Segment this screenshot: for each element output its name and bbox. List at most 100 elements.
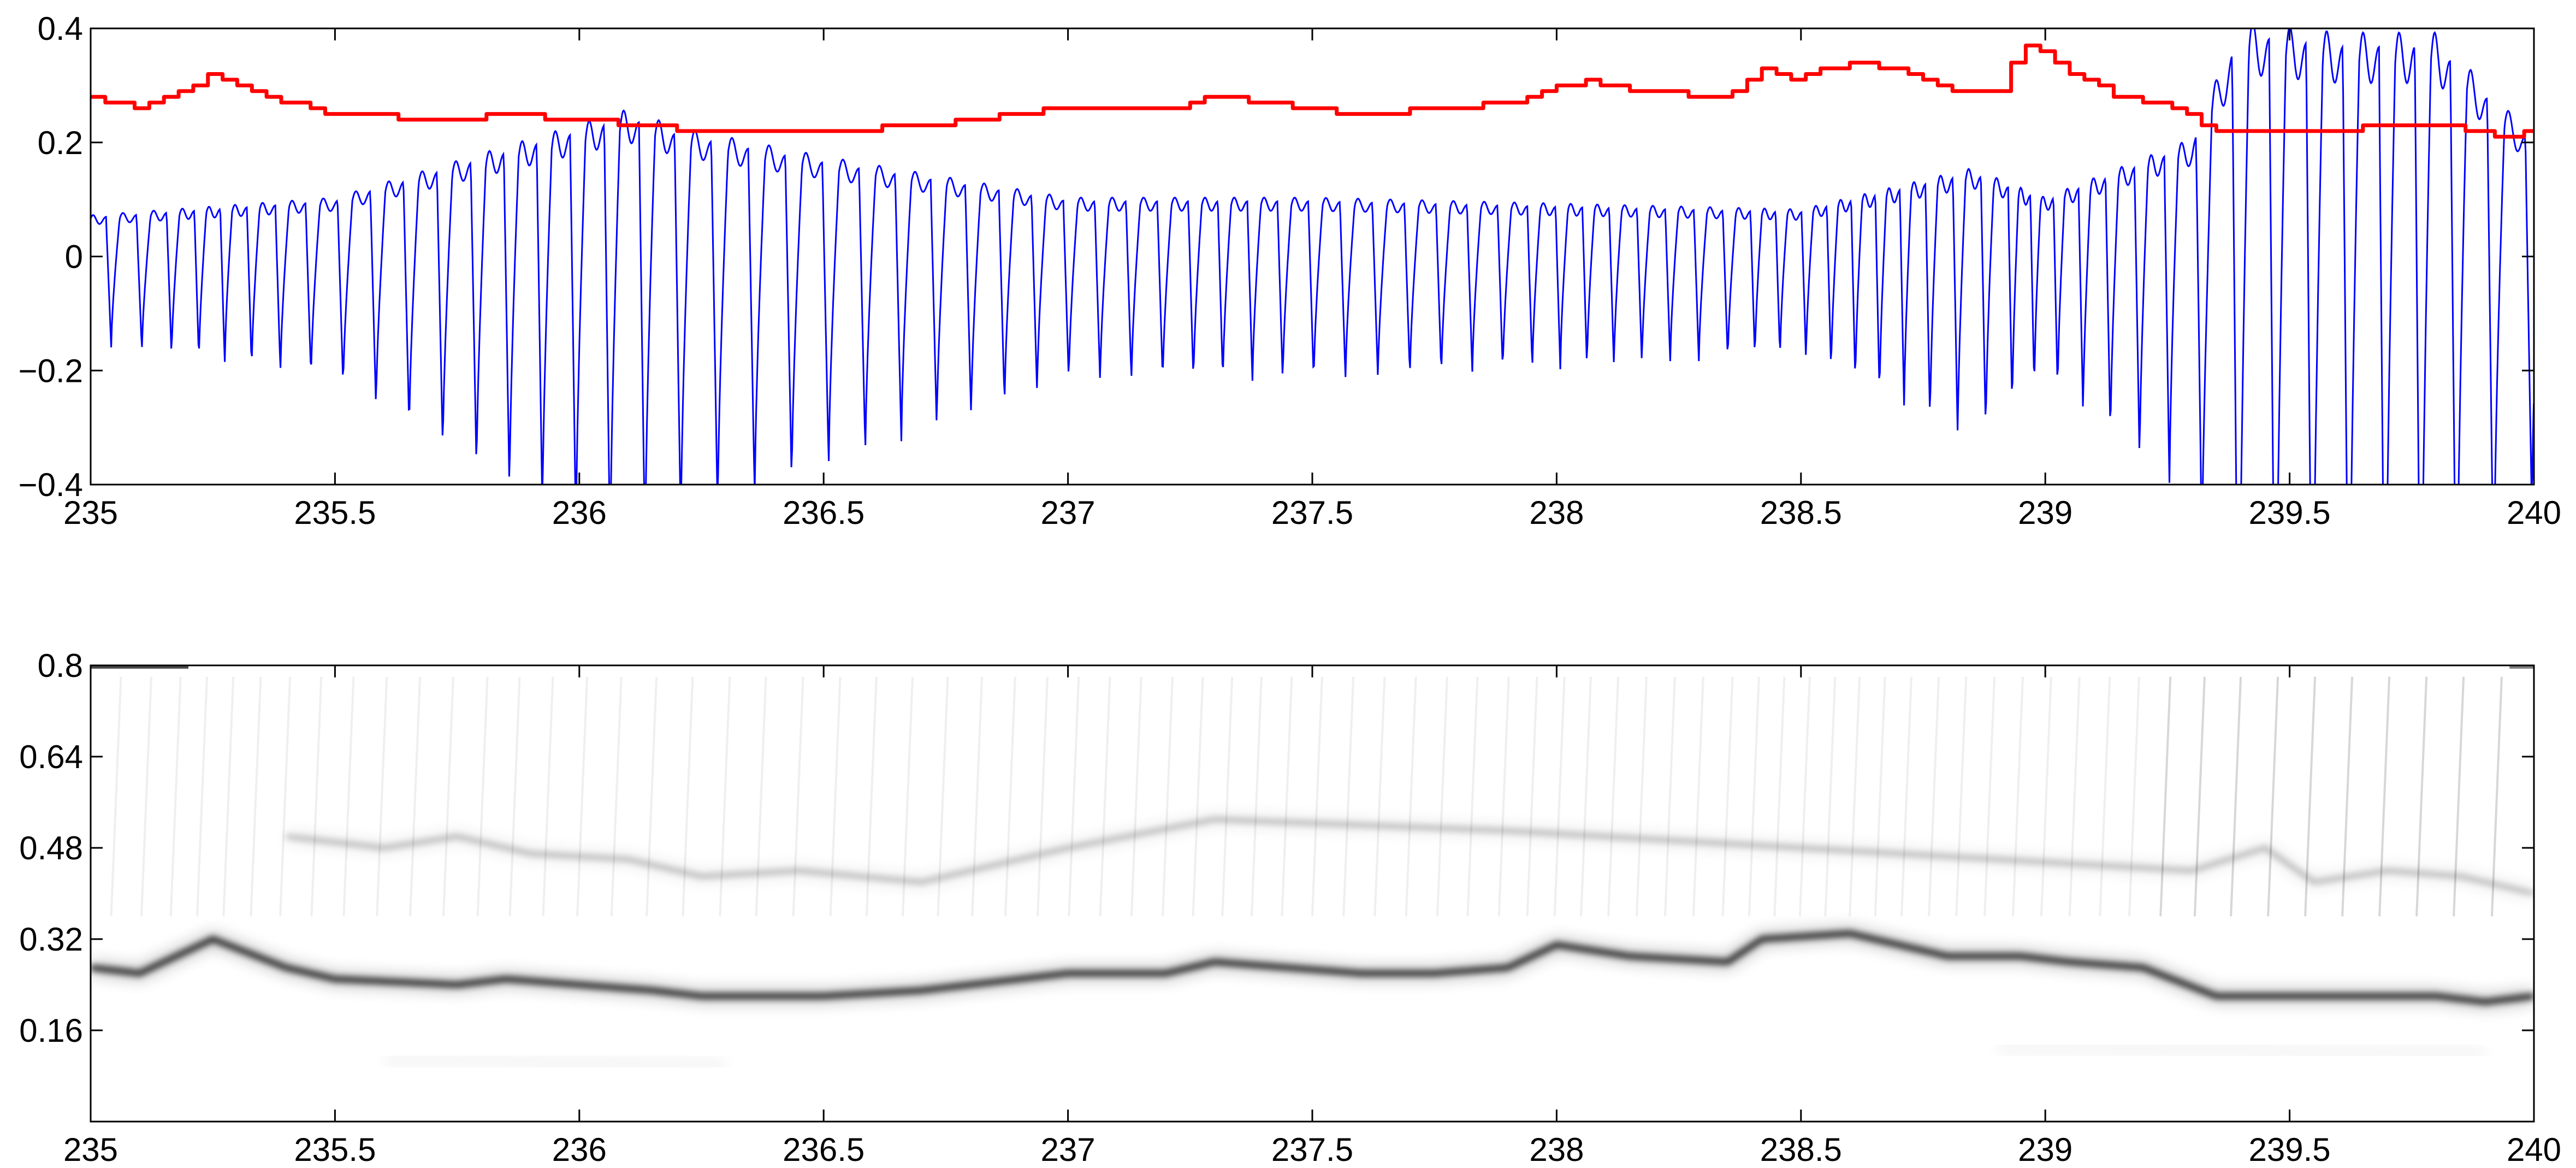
y-tick-label: 0.2	[38, 125, 83, 161]
y-tick-label: 0.8	[38, 647, 83, 684]
red-stepped-line	[91, 43, 2534, 139]
y-tick-label: 0.16	[19, 1012, 83, 1049]
pulse-streak	[1663, 676, 1676, 917]
x-tick-label: 240	[2507, 494, 2561, 531]
pulse-streak	[222, 676, 235, 917]
y-tick-label: 0.64	[19, 739, 83, 775]
pulse-streak	[610, 676, 623, 917]
pulse-streak	[1099, 676, 1111, 917]
pulse-streak	[1250, 676, 1263, 917]
pulse-streak	[1928, 676, 1940, 917]
y-tick-label: −0.2	[19, 352, 83, 389]
pulse-streak	[1955, 676, 1968, 917]
pulse-streak	[2128, 676, 2141, 917]
pulse-streak	[2230, 676, 2242, 917]
x-tick-label: 239.5	[2249, 494, 2331, 531]
blue-waveform-series	[91, 28, 2534, 485]
x-tick-label: 238.5	[1760, 1131, 1842, 1168]
pulse-streak	[1281, 676, 1293, 917]
x-tick-label: 239.5	[2249, 1131, 2331, 1168]
pulse-streak	[310, 676, 323, 917]
x-tick-label: 235	[63, 1131, 118, 1168]
pulse-streak	[1037, 676, 1049, 917]
blue-waveform-line	[91, 28, 2534, 485]
top-axis-ticks: 235 235.5 236 236.5 237 237.5 238 238.5 239 239.5…	[19, 10, 2562, 531]
x-tick-label: 236.5	[783, 494, 864, 531]
ridge-line	[286, 817, 2534, 895]
pulse-streak	[1373, 676, 1386, 917]
x-tick-label: 236	[552, 494, 607, 531]
y-tick-label: −0.4	[19, 467, 83, 503]
x-tick-label: 239	[2018, 1131, 2072, 1168]
pulse-streak	[1526, 676, 1538, 917]
pulse-streak	[1068, 676, 1080, 917]
spectrogram-image	[91, 665, 2534, 1122]
pulse-streak	[1162, 676, 1174, 917]
x-tick-label: 238.5	[1760, 494, 1842, 531]
y-tick-label: 0.4	[38, 10, 83, 47]
pulse-streak	[110, 676, 122, 917]
x-tick-label: 236.5	[783, 1131, 864, 1168]
pulse-streak	[2159, 676, 2172, 917]
low-band	[1996, 1043, 2485, 1057]
pulse-streak	[169, 676, 182, 917]
pulse-streak	[1773, 676, 1786, 917]
pulse-streak	[2040, 676, 2052, 917]
waveform-panel: 235 235.5 236 236.5 237 237.5 238 238.5 239 239.5…	[19, 10, 2562, 531]
plot-frame-top	[90, 27, 2535, 486]
pulse-streak	[1721, 676, 1734, 917]
pulse-streak	[2012, 676, 2024, 917]
pulse-streak	[342, 676, 355, 917]
pulse-streak	[1342, 676, 1355, 917]
pulse-streak	[1405, 676, 1417, 917]
pulse-streak	[279, 676, 292, 917]
pulse-streak	[1311, 676, 1323, 917]
pulse-streak	[1636, 676, 1648, 917]
x-tick-label: 235	[63, 494, 118, 531]
pulse-streak	[508, 676, 521, 917]
pulse-streak	[1192, 676, 1204, 917]
x-tick-label: 235.5	[294, 1131, 376, 1168]
pulse-streak	[1221, 676, 1234, 917]
pulse-streak	[1436, 676, 1448, 917]
pulse-streak	[2068, 676, 2081, 917]
pulse-streak	[2193, 676, 2206, 917]
pulse-streak	[140, 676, 152, 917]
pulse-streak	[1748, 676, 1760, 917]
pulse-streak	[409, 676, 422, 917]
pulse-streak	[2267, 676, 2279, 917]
y-tick-label: 0.48	[19, 830, 83, 866]
pulse-streak	[2099, 676, 2111, 917]
pulse-streak	[1466, 676, 1479, 917]
bottom-axis-ticks: 235 235.5 236 236.5 237 237.5 238 238.5 239 239.5…	[19, 647, 2561, 1168]
pulse-streak	[1874, 676, 1886, 917]
x-tick-label: 238	[1529, 1131, 1584, 1168]
x-tick-label: 237.5	[1271, 1131, 1353, 1168]
pulse-streak	[1824, 676, 1837, 917]
pulse-streak	[1983, 676, 1996, 917]
pulse-streak	[1798, 676, 1811, 917]
pulse-streak	[2490, 676, 2503, 917]
x-tick-label: 237	[1041, 1131, 1095, 1168]
pulse-streak	[1692, 676, 1704, 917]
pulse-streak	[196, 676, 208, 917]
x-tick-label: 238	[1529, 494, 1584, 531]
low-band	[383, 1055, 726, 1069]
pulse-streak	[376, 676, 388, 917]
pulse-streak	[971, 676, 984, 917]
y-tick-label: 0.32	[19, 921, 83, 958]
pulse-streak	[1553, 676, 1566, 917]
ridge-line	[91, 930, 2534, 1005]
x-tick-label: 240	[2507, 1131, 2561, 1168]
pulse-streak	[542, 676, 554, 917]
pulse-streak	[250, 676, 262, 917]
pulse-streak	[1849, 676, 1861, 917]
x-tick-label: 239	[2018, 494, 2072, 531]
x-tick-label: 237.5	[1271, 494, 1353, 531]
x-tick-label: 235.5	[294, 494, 376, 531]
pulse-streak	[1580, 676, 1592, 917]
x-tick-label: 236	[552, 1131, 607, 1168]
pulse-streak	[1004, 676, 1016, 917]
red-stepped-series	[91, 43, 2534, 139]
